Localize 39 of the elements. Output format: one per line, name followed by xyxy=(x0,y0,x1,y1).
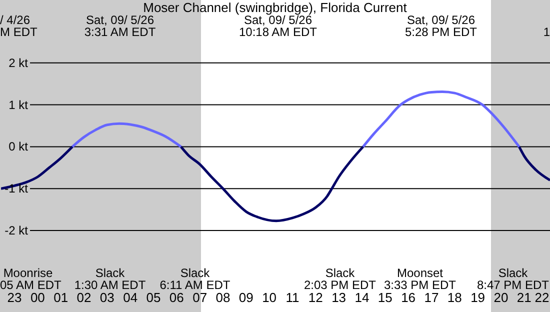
y-tick-label: 1 kt xyxy=(8,98,29,112)
annotation: Slack 6:11 AM EDT xyxy=(160,266,230,292)
y-tick-label: 0 kt xyxy=(8,140,29,154)
annotation: / 4/26 M EDT xyxy=(0,13,38,39)
annotation: Slack 2:03 PM EDT xyxy=(304,266,376,292)
x-tick-label: 11 xyxy=(286,290,300,305)
chart-title: Moser Channel (swingbridge), Florida Current xyxy=(142,0,408,15)
annotation: 1 xyxy=(543,25,550,39)
annotation: Slack 8:47 PM EDT xyxy=(476,266,550,292)
x-tick-label: 14 xyxy=(354,290,370,305)
x-tick-label: 08 xyxy=(216,290,230,305)
x-tick-label: 01 xyxy=(54,290,68,305)
x-tick-label: 09 xyxy=(238,290,254,305)
x-tick-label: 06 xyxy=(169,290,184,305)
x-tick-label: 07 xyxy=(192,290,208,305)
x-tick-label: 16 xyxy=(401,290,416,305)
x-tick-label: 22 xyxy=(534,290,550,305)
x-tick-label: 12 xyxy=(308,290,323,305)
x-tick-label: 02 xyxy=(76,290,92,305)
x-tick-label: 17 xyxy=(424,290,439,305)
annotation: Sat, 09/ 5/26 5:28 PM EDT xyxy=(404,13,478,39)
x-tick-label: 03 xyxy=(100,290,114,305)
annotation: Sat, 09/ 5/26 3:31 AM EDT xyxy=(84,13,156,39)
x-tick-label: 13 xyxy=(332,290,346,305)
annotation: Moonrise 05 AM EDT xyxy=(0,266,62,292)
annotation: Slack 1:30 AM EDT xyxy=(74,266,146,292)
x-tick-label: 00 xyxy=(30,290,45,305)
x-tick-label: 18 xyxy=(447,290,462,305)
x-tick-label: 05 xyxy=(146,290,161,305)
y-tick-label: -2 kt xyxy=(4,224,29,238)
x-tick-label: 10 xyxy=(262,290,277,305)
annotation: Moonset 3:33 PM EDT xyxy=(384,266,456,292)
x-tick-label: 23 xyxy=(7,290,22,305)
x-tick-label: 04 xyxy=(123,290,138,305)
x-tick-label: 20 xyxy=(494,290,508,305)
y-tick-label: 2 kt xyxy=(8,56,29,70)
x-tick-label: 19 xyxy=(470,290,486,305)
x-tick-label: 15 xyxy=(378,290,392,305)
x-tick-label: 21 xyxy=(516,290,532,305)
